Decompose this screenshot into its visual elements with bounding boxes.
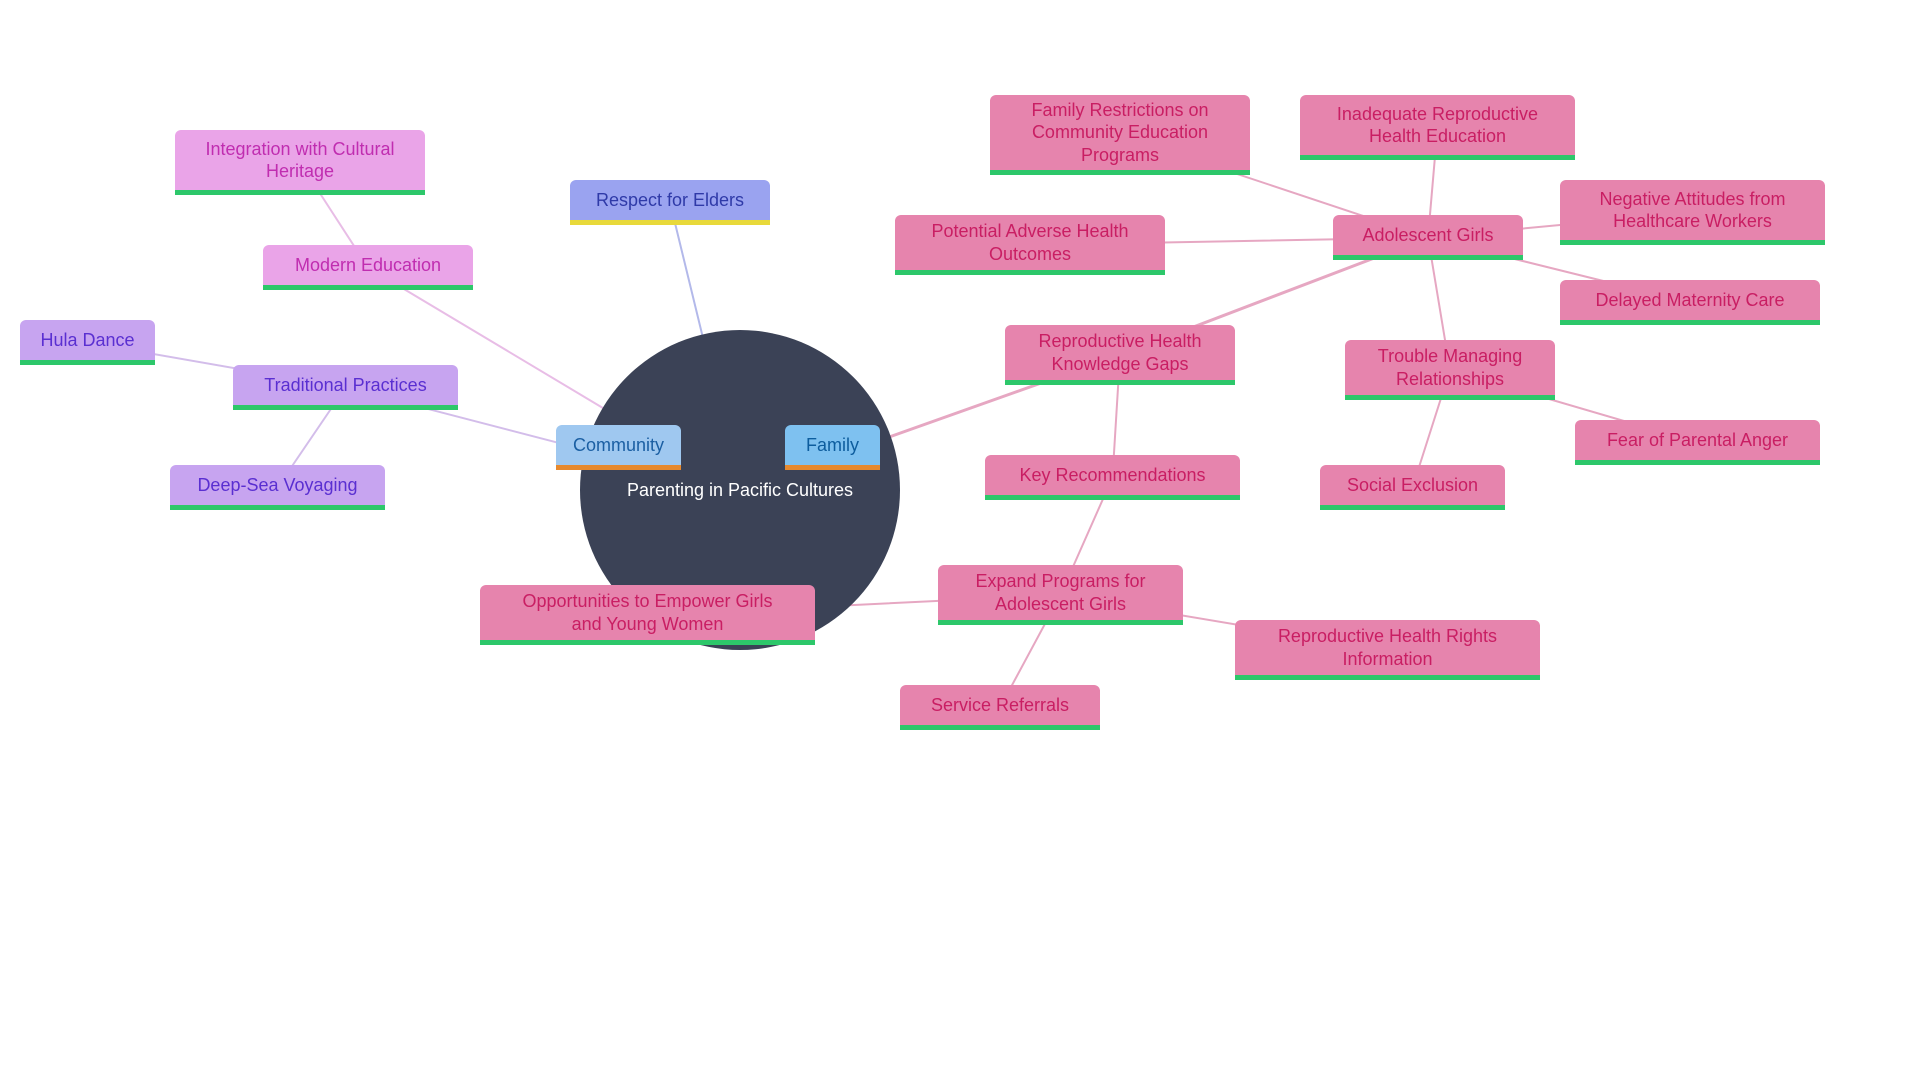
node-fear[interactable]: Fear of Parental Anger xyxy=(1575,420,1820,465)
node-label: Reproductive HealthKnowledge Gaps xyxy=(1038,330,1201,375)
node-opport[interactable]: Opportunities to Empower Girlsand Young … xyxy=(480,585,815,645)
node-label: Key Recommendations xyxy=(1019,464,1205,487)
node-label: Reproductive Health RightsInformation xyxy=(1278,625,1497,670)
node-label: Negative Attitudes fromHealthcare Worker… xyxy=(1599,188,1785,233)
node-expand[interactable]: Expand Programs forAdolescent Girls xyxy=(938,565,1183,625)
node-label: Opportunities to Empower Girlsand Young … xyxy=(522,590,772,635)
node-trouble[interactable]: Trouble ManagingRelationships xyxy=(1345,340,1555,400)
node-voyage[interactable]: Deep-Sea Voyaging xyxy=(170,465,385,510)
node-label: Modern Education xyxy=(295,254,441,277)
node-label: Hula Dance xyxy=(40,329,134,352)
node-label: Respect for Elders xyxy=(596,189,744,212)
node-keyrec[interactable]: Key Recommendations xyxy=(985,455,1240,500)
node-label: Expand Programs forAdolescent Girls xyxy=(975,570,1145,615)
node-label: Integration with CulturalHeritage xyxy=(205,138,394,183)
node-label: Family xyxy=(806,434,859,457)
mindmap-canvas: Parenting in Pacific Cultures Respect for… xyxy=(0,0,1920,1080)
node-social[interactable]: Social Exclusion xyxy=(1320,465,1505,510)
node-famrest[interactable]: Family Restrictions onCommunity Educatio… xyxy=(990,95,1250,175)
node-label: Fear of Parental Anger xyxy=(1607,429,1788,452)
node-adol[interactable]: Adolescent Girls xyxy=(1333,215,1523,260)
node-heritage[interactable]: Integration with CulturalHeritage xyxy=(175,130,425,195)
node-adverse[interactable]: Potential Adverse HealthOutcomes xyxy=(895,215,1165,275)
node-label: Potential Adverse HealthOutcomes xyxy=(931,220,1128,265)
node-repro[interactable]: Reproductive HealthKnowledge Gaps xyxy=(1005,325,1235,385)
node-respect[interactable]: Respect for Elders xyxy=(570,180,770,225)
node-community[interactable]: Community xyxy=(556,425,681,470)
node-label: Service Referrals xyxy=(931,694,1069,717)
node-service[interactable]: Service Referrals xyxy=(900,685,1100,730)
node-label: Traditional Practices xyxy=(264,374,426,397)
node-label: Delayed Maternity Care xyxy=(1595,289,1784,312)
node-trad[interactable]: Traditional Practices xyxy=(233,365,458,410)
node-label: Family Restrictions onCommunity Educatio… xyxy=(1031,99,1208,167)
node-family[interactable]: Family xyxy=(785,425,880,470)
node-label: Inadequate ReproductiveHealth Education xyxy=(1337,103,1538,148)
node-modern[interactable]: Modern Education xyxy=(263,245,473,290)
node-label: Adolescent Girls xyxy=(1362,224,1493,247)
node-inadeq[interactable]: Inadequate ReproductiveHealth Education xyxy=(1300,95,1575,160)
node-rights[interactable]: Reproductive Health RightsInformation xyxy=(1235,620,1540,680)
node-negatt[interactable]: Negative Attitudes fromHealthcare Worker… xyxy=(1560,180,1825,245)
node-label: Deep-Sea Voyaging xyxy=(197,474,357,497)
node-hula[interactable]: Hula Dance xyxy=(20,320,155,365)
node-label: Social Exclusion xyxy=(1347,474,1478,497)
node-label: Trouble ManagingRelationships xyxy=(1378,345,1522,390)
center-node-label: Parenting in Pacific Cultures xyxy=(627,480,853,501)
node-delayed[interactable]: Delayed Maternity Care xyxy=(1560,280,1820,325)
node-label: Community xyxy=(573,434,664,457)
